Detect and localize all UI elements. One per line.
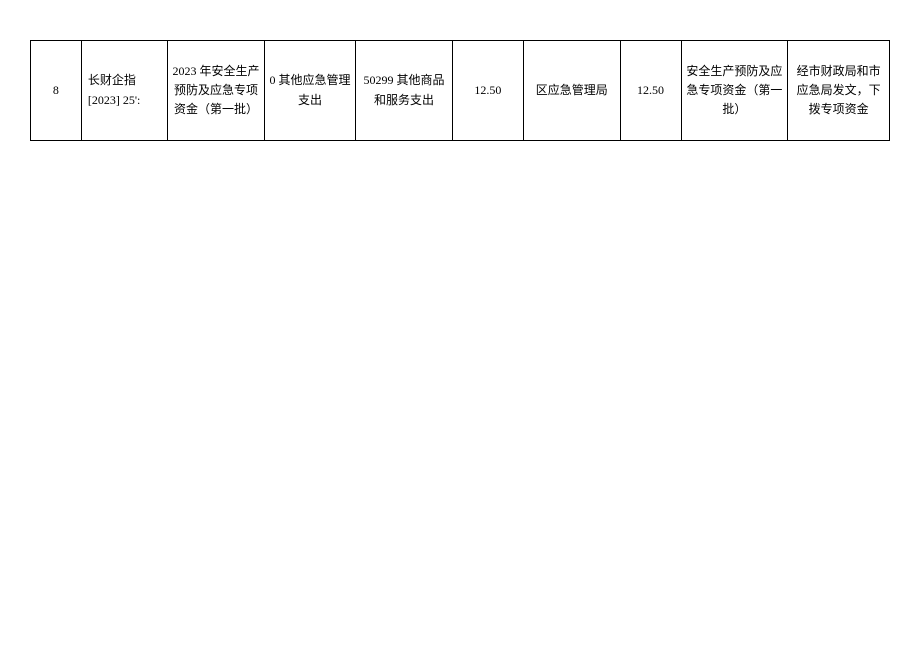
data-table: 8 长财企指[2023] 25': 2023 年安全生产预防及应急专项资金（第一… — [30, 40, 890, 141]
table-row: 8 长财企指[2023] 25': 2023 年安全生产预防及应急专项资金（第一… — [31, 41, 890, 141]
cell-doc-ref: 长财企指[2023] 25': — [81, 41, 167, 141]
cell-department: 区应急管理局 — [524, 41, 621, 141]
cell-remark: 经市财政局和市应急局发文，下拨专项资金 — [788, 41, 890, 141]
cell-category: 0 其他应急管理支出 — [264, 41, 355, 141]
cell-amount1: 12.50 — [452, 41, 523, 141]
cell-project-name: 2023 年安全生产预防及应急专项资金（第一批） — [168, 41, 265, 141]
cell-seq: 8 — [31, 41, 82, 141]
cell-amount2: 12.50 — [620, 41, 681, 141]
cell-expense-code: 50299 其他商品和服务支出 — [356, 41, 453, 141]
cell-fund-name: 安全生产预防及应急专项资金（第一批） — [681, 41, 788, 141]
